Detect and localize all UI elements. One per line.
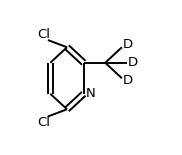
Text: D: D (128, 56, 138, 69)
Text: N: N (86, 87, 95, 100)
Text: D: D (123, 38, 133, 51)
Text: Cl: Cl (37, 116, 50, 129)
Text: Cl: Cl (37, 28, 50, 41)
Text: D: D (123, 74, 133, 87)
